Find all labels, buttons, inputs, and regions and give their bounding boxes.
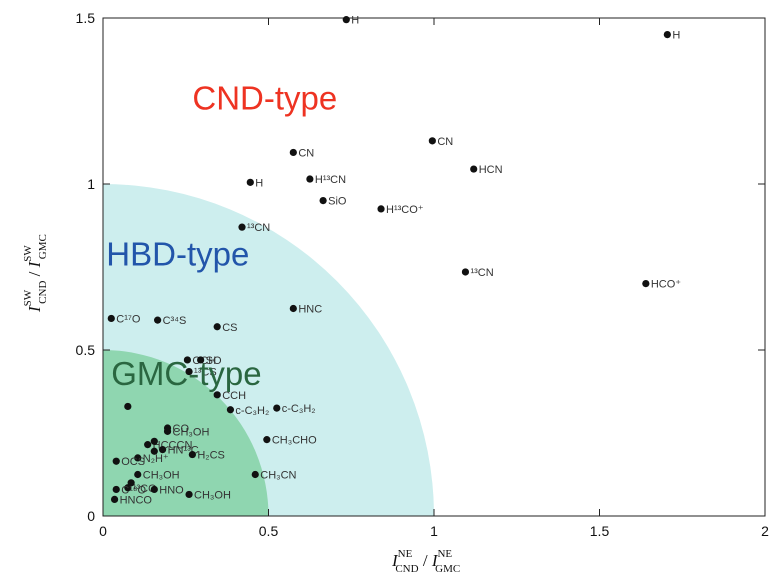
x-tick-label: 1.5 (590, 523, 610, 539)
data-point (342, 16, 350, 24)
point-label: C¹⁷O (116, 313, 141, 325)
region-labels: CND-type HBD-type GMC-type (106, 79, 337, 392)
data-point (134, 454, 142, 462)
point-label: H₂CS (197, 450, 225, 462)
data-point (183, 356, 192, 364)
point-label: CN (437, 136, 453, 148)
point-label: CO (173, 423, 190, 435)
point-label: OCS (121, 456, 145, 468)
x-tick-label: 1 (430, 523, 438, 539)
data-point (158, 446, 167, 454)
region-label-gmc-type: GMC-type (111, 355, 261, 392)
point-label: HNCO (120, 494, 153, 506)
x-tick-label: 2 (761, 523, 769, 539)
data-point (289, 304, 297, 313)
point-label: ¹³CO (133, 483, 157, 495)
point-label: SiO (328, 196, 347, 208)
data-point (213, 323, 221, 331)
region-shading (103, 184, 434, 516)
data-point (163, 427, 172, 435)
data-point (144, 441, 152, 449)
data-point (150, 437, 158, 445)
point-label: HNO (159, 484, 184, 496)
data-point (289, 148, 297, 157)
data-point (461, 268, 470, 276)
point-label: H (255, 177, 263, 189)
data-point (110, 495, 119, 503)
x-tick-label: 0.5 (259, 523, 279, 539)
point-label: c-C₃H₂ (282, 403, 316, 415)
point-label: CH₃OH (143, 470, 180, 482)
point-label: CH₃CN (260, 470, 296, 482)
data-point (377, 205, 385, 213)
point-label: CH₃CHO (272, 435, 317, 447)
region-label-cnd-type: CND-type (192, 79, 337, 116)
point-label: H (351, 15, 359, 27)
point-label: C¹⁸O (121, 484, 146, 496)
point-label: CN (298, 147, 314, 159)
y-tick-label: 1 (87, 176, 95, 192)
data-point (263, 436, 271, 444)
data-point (273, 404, 281, 412)
data-point (197, 356, 205, 364)
point-label: CCH (222, 390, 246, 402)
data-point (470, 165, 478, 173)
point-label: H¹³CO⁺ (386, 204, 424, 216)
data-point (251, 470, 259, 479)
x-axis-label: INE CND / INE GMC (391, 548, 460, 575)
point-label: HNC (298, 304, 322, 316)
point-label: CH₃OH (194, 489, 231, 501)
tick-labels: 0 0.5 1 1.5 2 0 0.5 1 1.5 (76, 10, 770, 539)
y-tick-label: 0 (87, 508, 95, 524)
data-point (150, 485, 158, 494)
region-label-hbd-type: HBD-type (106, 235, 249, 272)
point-label: H (672, 30, 680, 42)
data-point (112, 485, 120, 494)
region-gmc-type (103, 350, 269, 516)
axes (102, 17, 766, 517)
data-point (428, 137, 436, 145)
data-point (185, 490, 193, 499)
point-label: c-C₃H₂ (235, 405, 269, 417)
data-point (154, 316, 162, 324)
data-point (663, 30, 671, 39)
point-label: H¹³CN (315, 174, 346, 186)
point-label: CH₃OH (173, 426, 210, 438)
data-point (112, 457, 120, 465)
data-point (127, 479, 135, 487)
data-point (642, 280, 650, 288)
axis-labels: INE CND / INE GMC ISW CND / ISW GMC (22, 234, 460, 575)
data-point (107, 314, 115, 323)
point-label: SO (206, 355, 222, 367)
data-point (319, 197, 327, 205)
y-axis-label: ISW CND / ISW GMC (22, 234, 49, 313)
point-label: ¹³CN (247, 222, 270, 234)
point-label: N₂H⁺ (143, 453, 169, 465)
data-point (188, 450, 196, 459)
data-point (124, 402, 132, 411)
y-tick-label: 0.5 (76, 342, 96, 358)
point-label: ¹³CS (194, 367, 217, 379)
point-label: HCN (479, 164, 503, 176)
data-point (185, 367, 193, 376)
data-point (213, 391, 221, 399)
data-point (246, 178, 254, 186)
data-point (306, 175, 314, 183)
data-point (238, 223, 246, 231)
data-point (134, 470, 142, 479)
point-label: CS (222, 322, 237, 334)
data-points: HHCNCNH¹³CNHCNHSiOH¹³CO⁺¹³CN¹³CNHCO⁺HNCC… (107, 15, 681, 506)
data-point (226, 406, 235, 414)
y-tick-label: 1.5 (76, 10, 96, 26)
point-label: HCO⁺ (651, 279, 681, 291)
point-label: C³⁴S (163, 315, 187, 327)
point-label: ¹³CN (470, 267, 493, 279)
data-point (150, 447, 158, 455)
x-tick-label: 0 (99, 523, 107, 539)
